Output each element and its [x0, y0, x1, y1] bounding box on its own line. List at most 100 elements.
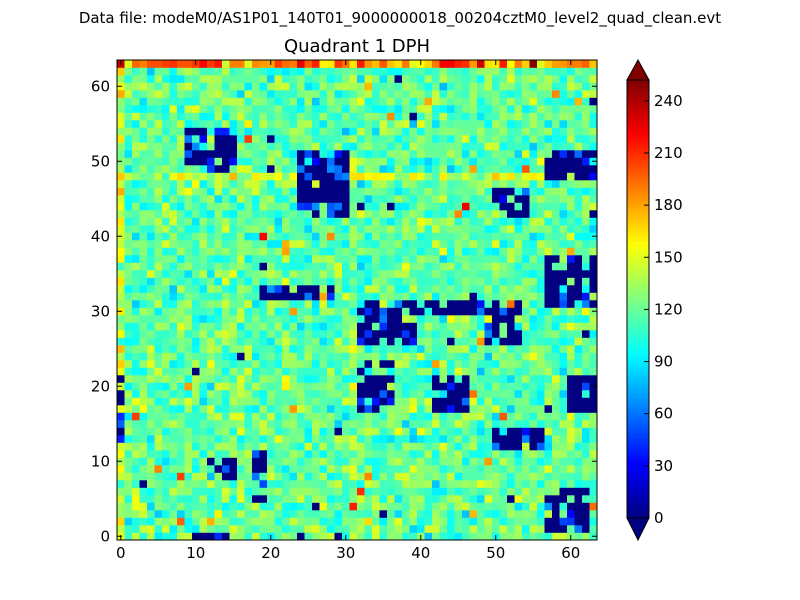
heatmap-cell	[447, 397, 455, 406]
heatmap-cell	[364, 337, 373, 346]
heatmap-cell	[169, 232, 178, 241]
heatmap-cell	[589, 405, 598, 413]
heatmap-cell	[289, 465, 298, 473]
heatmap-cell	[499, 367, 508, 376]
heatmap-cell	[304, 270, 313, 278]
heatmap-cell	[184, 322, 193, 331]
heatmap-cell	[327, 510, 335, 518]
heatmap-cell	[439, 240, 448, 248]
heatmap-cell	[289, 142, 298, 151]
heatmap-cell	[469, 367, 478, 376]
heatmap-cell	[454, 300, 463, 308]
heatmap-cell	[132, 360, 140, 368]
heatmap-cell	[462, 60, 470, 68]
heatmap-cell	[334, 270, 343, 278]
heatmap-cell	[402, 495, 410, 503]
heatmap-cell	[522, 255, 530, 263]
heatmap-cell	[342, 337, 350, 346]
heatmap-cell	[222, 135, 230, 143]
heatmap-cell	[409, 202, 418, 211]
heatmap-cell	[252, 412, 260, 421]
heatmap-cell	[147, 277, 155, 286]
heatmap-cell	[529, 75, 538, 83]
y-tick-label: 50	[91, 152, 110, 170]
heatmap-cell	[484, 352, 493, 361]
heatmap-cell	[469, 127, 478, 136]
heatmap-cell	[417, 82, 425, 91]
heatmap-cell	[139, 412, 148, 421]
heatmap-cell	[342, 352, 350, 361]
heatmap-cell	[282, 532, 290, 541]
heatmap-cell	[207, 322, 215, 331]
heatmap-cell	[334, 480, 343, 488]
heatmap-cell	[304, 60, 313, 68]
heatmap-cell	[507, 210, 515, 218]
heatmap-cell	[199, 510, 208, 518]
heatmap-cell	[214, 97, 223, 106]
heatmap-cell	[522, 165, 530, 173]
heatmap-cell	[207, 270, 215, 278]
heatmap-cell	[537, 285, 545, 293]
heatmap-cell	[297, 480, 305, 488]
heatmap-cell	[417, 105, 425, 113]
heatmap-cell	[214, 412, 223, 421]
heatmap-cell	[574, 495, 583, 503]
heatmap-cell	[499, 487, 508, 496]
heatmap-cell	[507, 360, 515, 368]
heatmap-cell	[177, 195, 185, 203]
heatmap-cell	[447, 240, 455, 248]
colorbar-segment	[627, 390, 649, 395]
heatmap-cell	[454, 510, 463, 518]
heatmap-cell	[252, 105, 260, 113]
heatmap-cell	[184, 187, 193, 196]
heatmap-cell	[402, 427, 410, 436]
heatmap-cell	[169, 457, 178, 466]
heatmap-cell	[552, 285, 560, 293]
heatmap-cell	[402, 450, 410, 458]
heatmap-cell	[274, 127, 283, 136]
heatmap-cell	[117, 502, 125, 511]
heatmap-cell	[312, 112, 320, 121]
heatmap-cell	[349, 345, 358, 353]
heatmap-cell	[139, 300, 148, 308]
heatmap-cell	[274, 532, 283, 541]
heatmap-cell	[477, 427, 485, 436]
heatmap-cell	[319, 442, 328, 451]
heatmap-cell	[394, 135, 403, 143]
heatmap-cell	[177, 525, 185, 533]
heatmap-cell	[244, 247, 253, 256]
heatmap-cell	[537, 135, 545, 143]
heatmap-cell	[537, 375, 545, 383]
heatmap-cell	[589, 195, 598, 203]
heatmap-cell	[312, 480, 320, 488]
heatmap-cell	[259, 97, 268, 106]
heatmap-cell	[469, 502, 478, 511]
heatmap-cell	[222, 247, 230, 256]
heatmap-cell	[364, 300, 373, 308]
colorbar-segment	[627, 492, 649, 497]
heatmap-cell	[492, 330, 500, 338]
heatmap-cell	[214, 472, 223, 481]
heatmap-cell	[589, 330, 598, 338]
heatmap-cell	[514, 330, 523, 338]
heatmap-cell	[117, 202, 125, 211]
heatmap-cell	[387, 397, 395, 406]
heatmap-cell	[214, 405, 223, 413]
heatmap-cell	[117, 397, 125, 406]
heatmap-cell	[514, 180, 523, 188]
heatmap-cell	[117, 525, 125, 533]
heatmap-cell	[529, 82, 538, 91]
heatmap-cell	[184, 247, 193, 256]
heatmap-cell	[252, 495, 260, 503]
heatmap-cell	[147, 472, 155, 481]
heatmap-cell	[282, 397, 290, 406]
heatmap-cell	[117, 375, 125, 383]
heatmap-cell	[582, 487, 590, 496]
heatmap-cell	[162, 405, 170, 413]
heatmap-cell	[552, 427, 560, 436]
heatmap-cell	[514, 465, 523, 473]
heatmap-cell	[529, 525, 538, 533]
heatmap-cell	[567, 217, 575, 226]
heatmap-cell	[297, 187, 305, 196]
heatmap-cell	[222, 307, 230, 316]
